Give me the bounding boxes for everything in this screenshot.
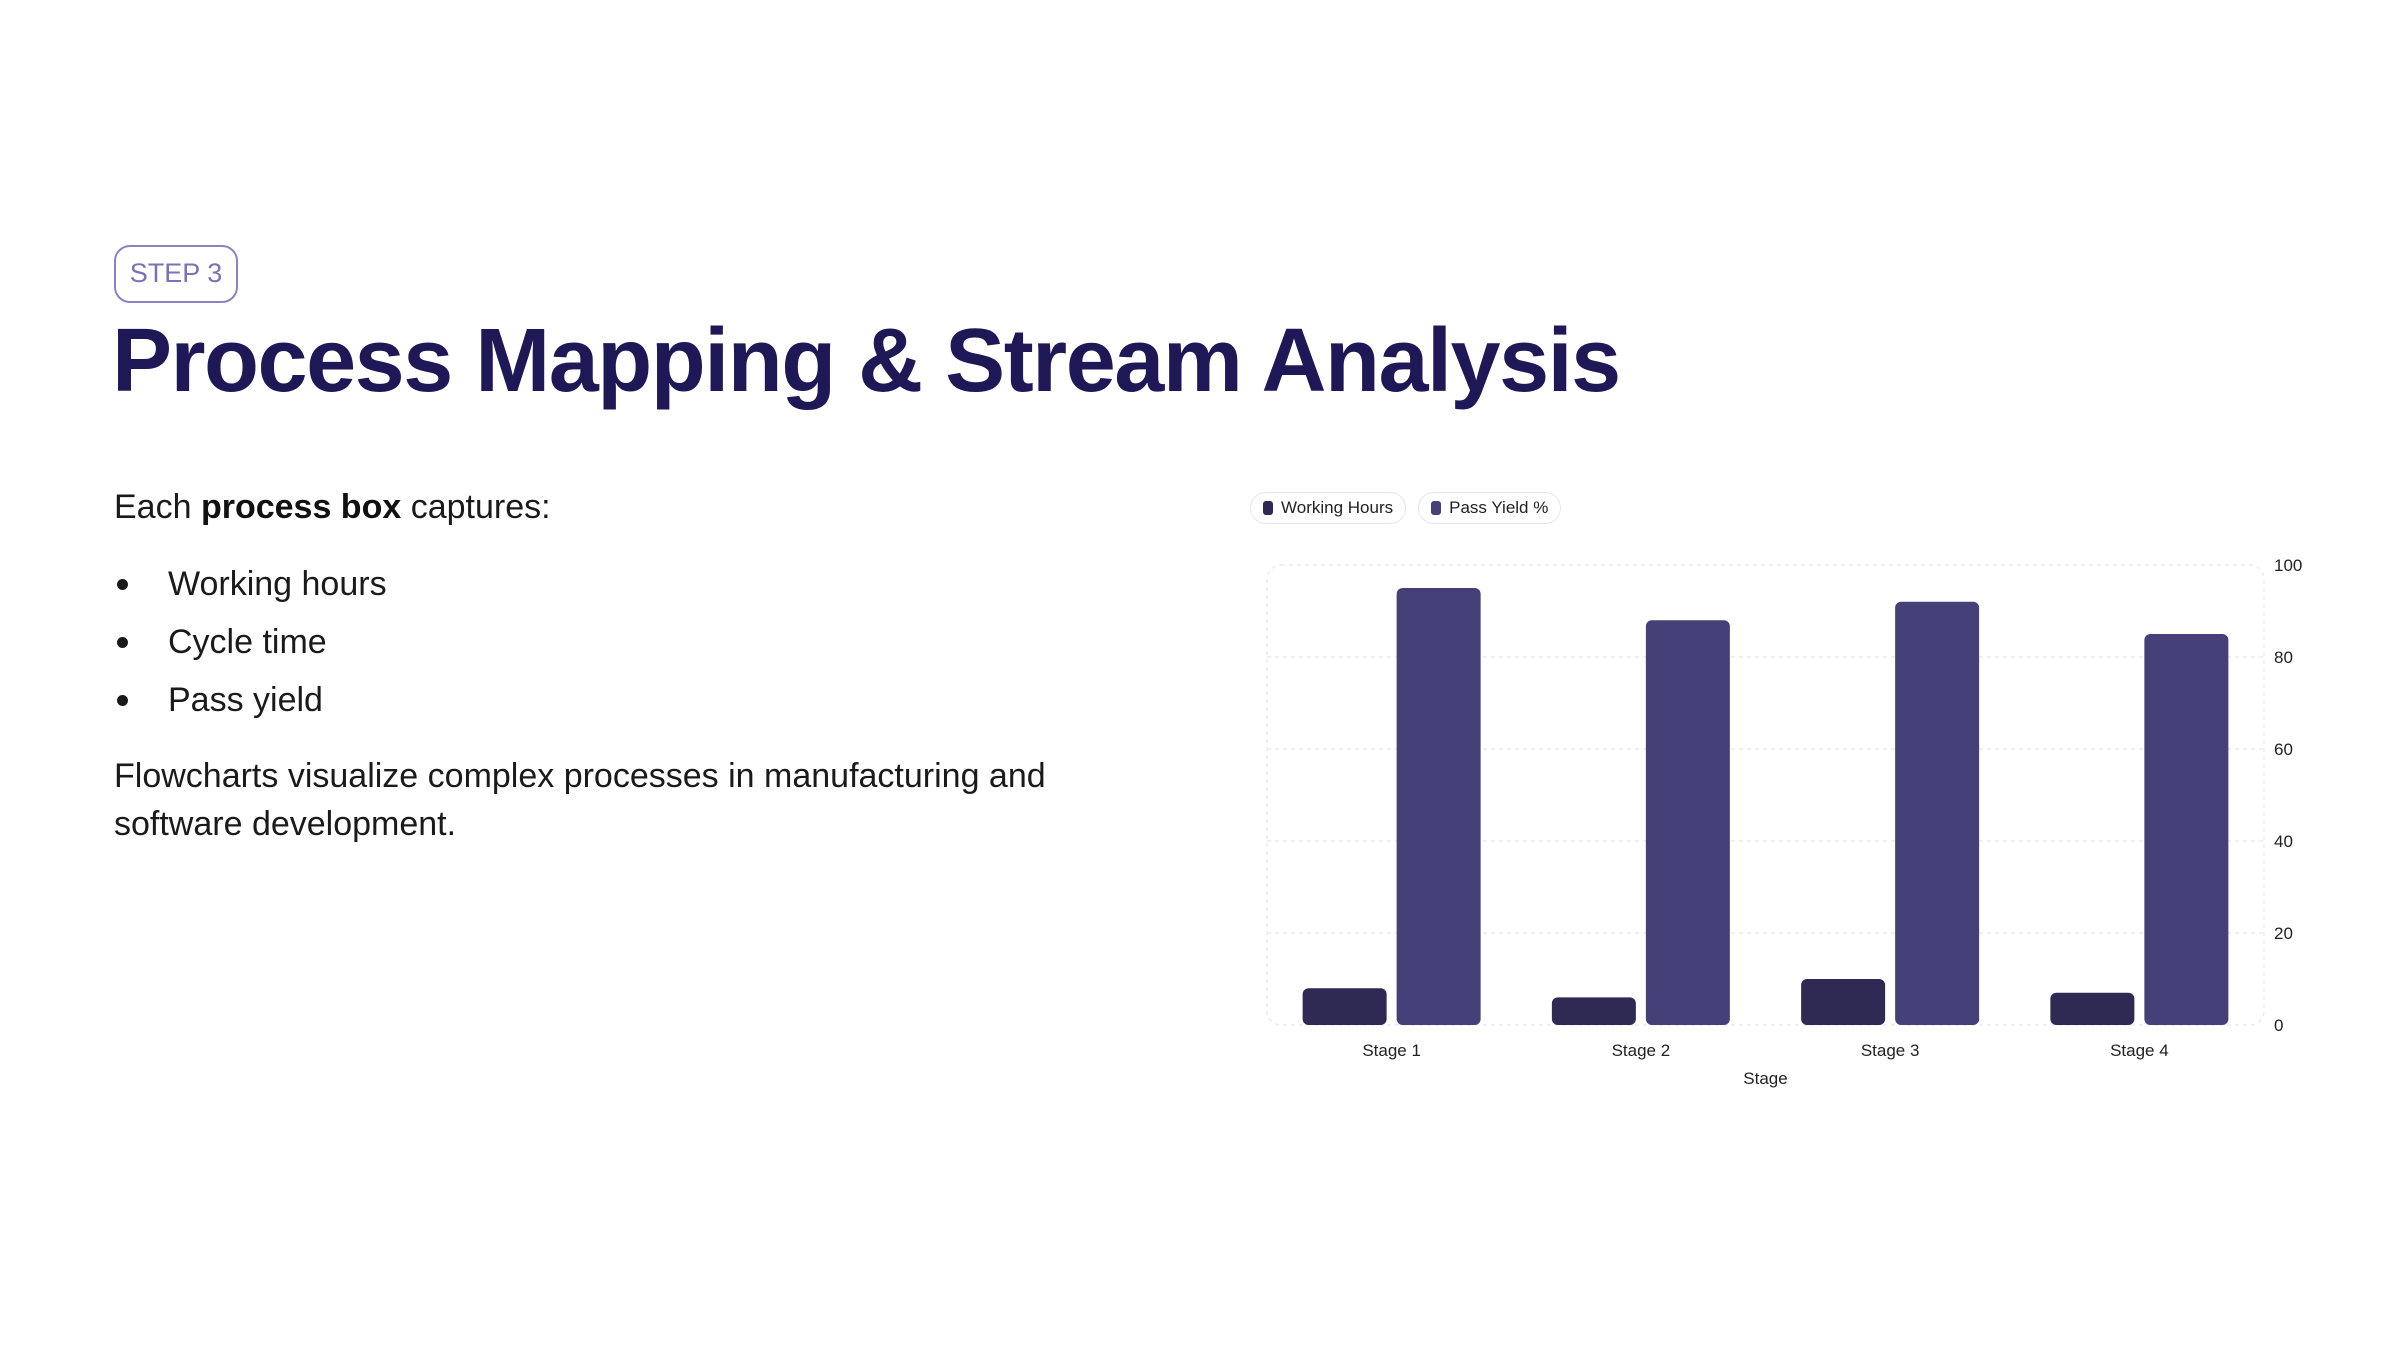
page-title: Process Mapping & Stream Analysis [112, 311, 1621, 411]
y-tick-label: 80 [2274, 648, 2293, 667]
legend-swatch-icon [1431, 501, 1442, 515]
y-tick-label: 40 [2274, 832, 2293, 851]
bar-working-hours [2050, 992, 2135, 1025]
bullet-dot-icon [117, 637, 128, 648]
intro-text: Each process box captures: [114, 488, 551, 527]
x-tick-label: Stage 1 [1362, 1041, 1421, 1060]
bar-working-hours [1551, 997, 1636, 1025]
x-tick-label: Stage 3 [1861, 1041, 1920, 1060]
legend-label: Working Hours [1281, 498, 1394, 517]
bullet-dot-icon [117, 579, 128, 590]
bar-working-hours [1302, 988, 1387, 1025]
intro-prefix: Each [114, 488, 201, 526]
bar-pass-yield [1645, 620, 1730, 1025]
chart-legend: Working Hours Pass Yield % [1250, 492, 1562, 524]
description-paragraph: Flowcharts visualize complex processes i… [114, 757, 1046, 843]
bullet-dot-icon [117, 695, 128, 706]
bar-working-hours [1801, 979, 1886, 1025]
x-axis-label: Stage [1743, 1069, 1787, 1088]
bar-pass-yield [1396, 588, 1481, 1025]
step-badge: STEP 3 [114, 245, 238, 303]
bullet-text: Cycle time [168, 623, 327, 661]
x-tick-label: Stage 4 [2110, 1041, 2169, 1060]
bar-pass-yield [1895, 601, 1980, 1025]
y-tick-label: 20 [2274, 924, 2293, 943]
intro-bold: process box [200, 488, 402, 526]
y-tick-label: 60 [2274, 740, 2293, 759]
plot-frame [1266, 564, 2265, 1026]
intro-suffix: captures: [401, 488, 551, 526]
legend-item-working-hours[interactable]: Working Hours [1250, 492, 1407, 524]
bullet-text: Pass yield [168, 681, 323, 719]
legend-label: Pass Yield % [1449, 498, 1549, 517]
bar-pass-yield [2144, 634, 2229, 1025]
bullet-text: Working hours [168, 565, 387, 603]
legend-swatch-icon [1263, 501, 1273, 515]
y-tick-label: 100 [2274, 556, 2302, 575]
y-tick-label: 0 [2274, 1016, 2283, 1035]
x-tick-label: Stage 2 [1612, 1041, 1671, 1060]
legend-item-pass-yield[interactable]: Pass Yield % [1418, 492, 1562, 524]
